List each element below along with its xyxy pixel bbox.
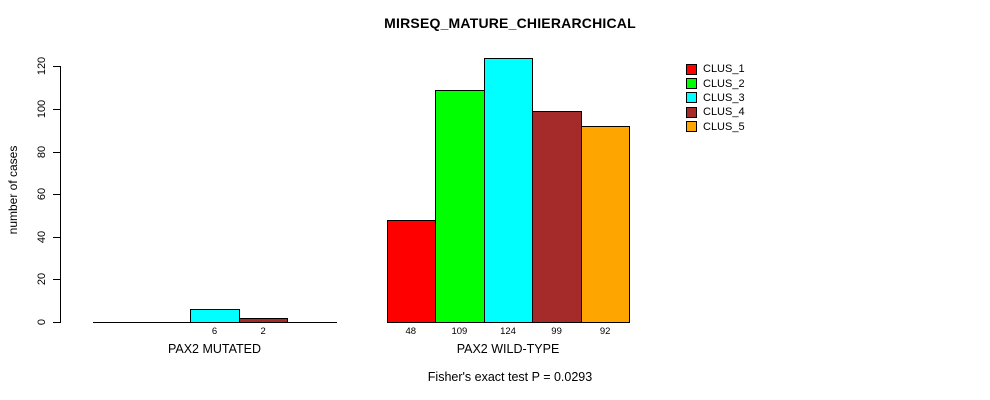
legend-item-clus_1: CLUS_1 — [686, 62, 745, 76]
legend-label: CLUS_2 — [703, 77, 745, 90]
y-tick — [53, 279, 60, 281]
legend-item-clus_2: CLUS_2 — [686, 76, 745, 90]
bar-value-label: 92 — [599, 326, 611, 337]
bar-clus_1 — [386, 220, 437, 323]
bar-clus_3 — [483, 58, 534, 323]
zero-bar-clus_2 — [141, 322, 192, 323]
legend: CLUS_1 CLUS_2 CLUS_3 CLUS_4 CLUS_5 — [686, 62, 745, 134]
annotation-text: Fisher's exact test P = 0.0293 — [427, 370, 593, 384]
bar-value-label: 48 — [405, 326, 417, 337]
y-tick-label: 40 — [36, 230, 48, 243]
bar-value-label: 124 — [500, 326, 516, 337]
zero-bar-clus_1 — [93, 322, 143, 323]
y-tick — [53, 66, 60, 68]
y-tick-label: 60 — [36, 188, 48, 201]
bar-clus_3 — [190, 309, 240, 323]
legend-label: CLUS_1 — [703, 63, 745, 76]
legend-swatch-clus_1 — [686, 63, 697, 75]
legend-item-clus_4: CLUS_4 — [686, 105, 745, 119]
y-tick — [53, 109, 60, 110]
legend-item-clus_3: CLUS_3 — [686, 91, 745, 105]
legend-swatch-clus_5 — [686, 121, 697, 133]
y-tick-label: 100 — [36, 99, 48, 119]
y-tick — [53, 194, 60, 196]
chart-title: MIRSEQ_MATURE_CHIERARCHICAL — [384, 15, 636, 31]
legend-swatch-clus_4 — [686, 106, 697, 118]
y-tick-label: 0 — [36, 318, 48, 326]
y-tick — [53, 236, 60, 238]
legend-label: CLUS_4 — [703, 106, 745, 119]
legend-swatch-clus_2 — [686, 78, 697, 90]
y-tick — [53, 322, 60, 323]
x-group-label: PAX2 MUTATED — [167, 342, 262, 356]
y-tick-label: 120 — [36, 57, 48, 76]
bar-clus_4 — [532, 111, 582, 323]
bar-clus_4 — [238, 318, 289, 323]
y-tick — [53, 151, 60, 153]
bar-value-label: 2 — [260, 326, 266, 337]
bar-value-label: 109 — [451, 326, 468, 337]
bar-value-label: 99 — [551, 326, 562, 337]
y-tick-label: 80 — [36, 145, 48, 158]
legend-swatch-clus_3 — [686, 92, 697, 104]
y-axis-label: number of cases — [6, 145, 20, 235]
y-axis-line — [60, 66, 61, 323]
bar-clus_2 — [435, 90, 485, 323]
bar-value-label: 6 — [211, 326, 218, 337]
zero-bar-clus_5 — [287, 322, 337, 323]
x-group-label: PAX2 WILD-TYPE — [456, 342, 560, 356]
bar-clus_5 — [580, 126, 631, 323]
legend-item-clus_5: CLUS_5 — [686, 120, 745, 134]
y-tick-label: 20 — [36, 273, 48, 286]
legend-label: CLUS_5 — [703, 120, 745, 133]
legend-label: CLUS_3 — [703, 91, 745, 104]
